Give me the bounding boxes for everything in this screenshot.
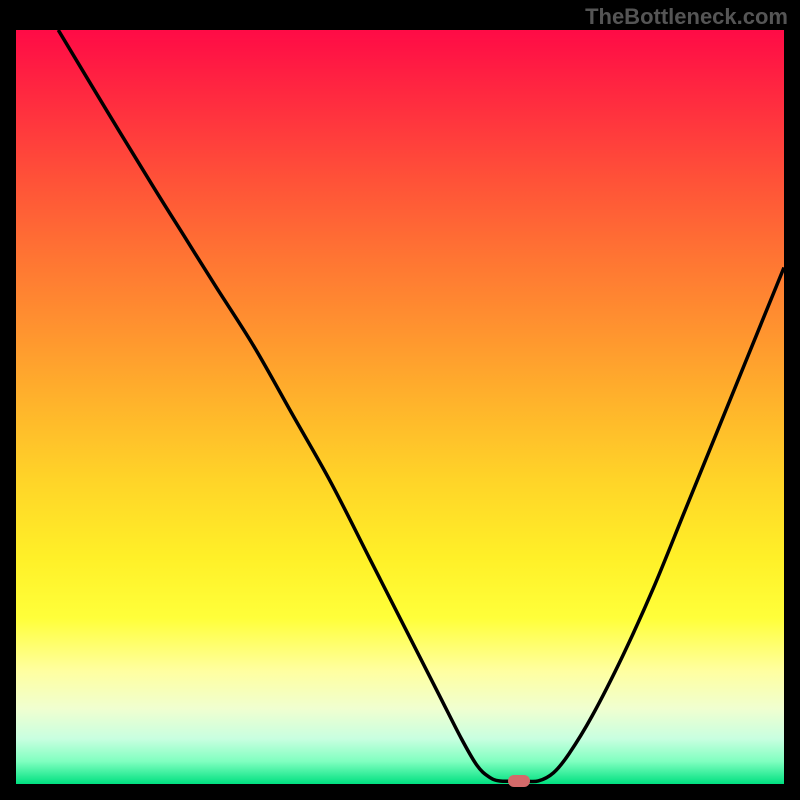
chart-marker [508, 775, 530, 787]
chart-plot-area [16, 30, 784, 784]
chart-curve [16, 30, 784, 784]
watermark-text: TheBottleneck.com [585, 4, 788, 30]
